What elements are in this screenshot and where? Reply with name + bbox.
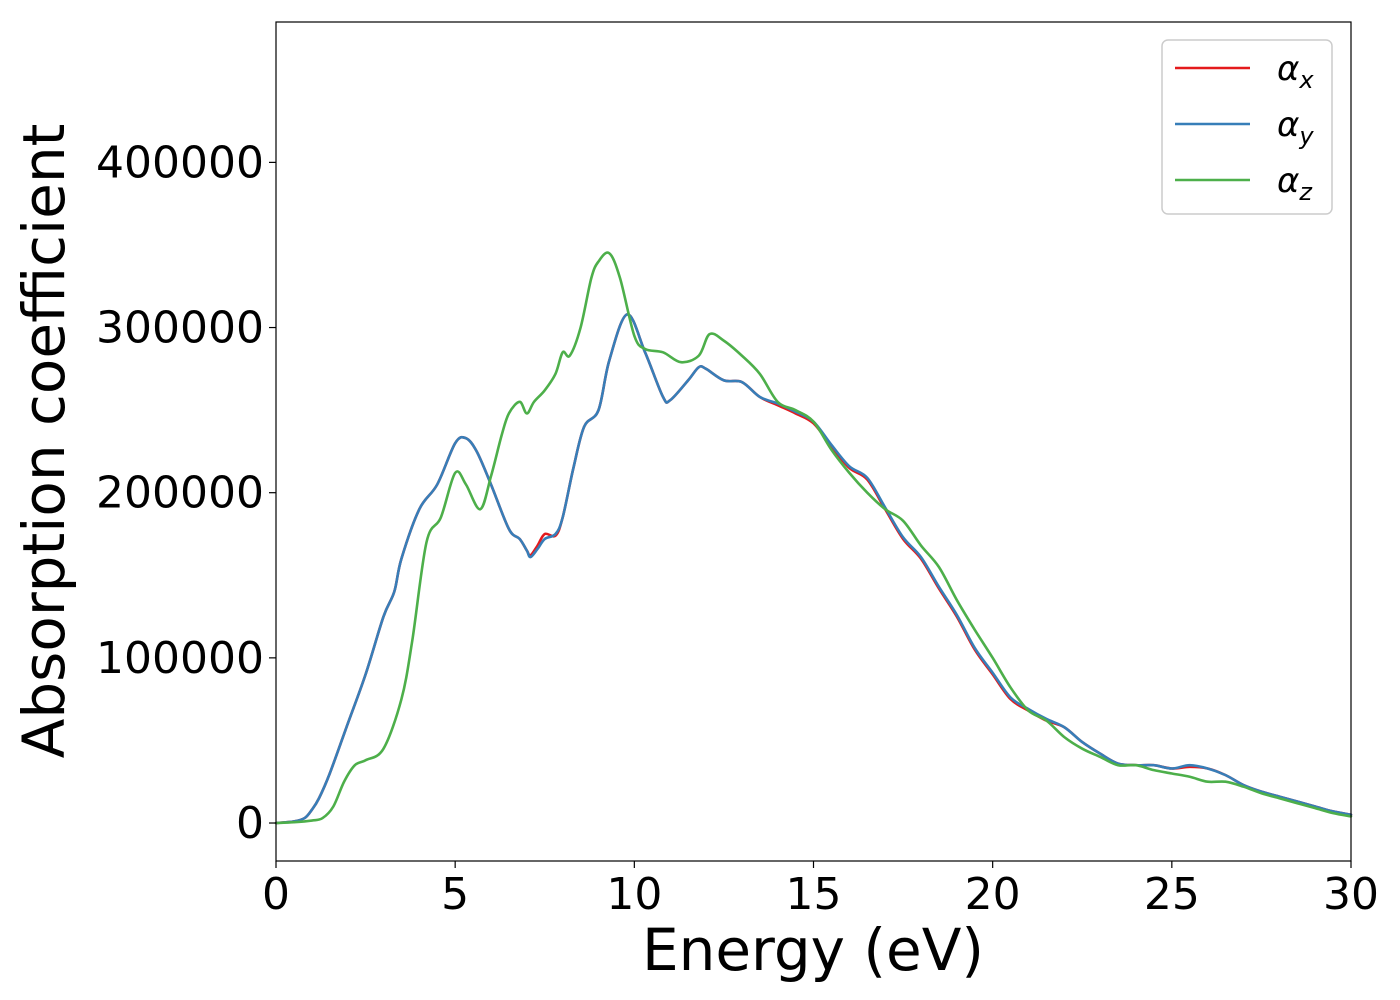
legend-label-y: αy	[1277, 105, 1314, 150]
y-tick-label: 100000	[96, 633, 264, 684]
x-tick-label: 25	[1144, 869, 1200, 920]
series-layer	[274, 251, 1353, 825]
y-tick-label: 0	[236, 798, 264, 849]
legend-label-z: αz	[1277, 161, 1313, 206]
y-axis: 0 100000 200000 300000 400000	[96, 137, 276, 849]
legend-label-x: αx	[1277, 49, 1314, 94]
x-tick-label: 10	[606, 869, 662, 920]
x-axis-label: Energy (eV)	[642, 916, 984, 984]
x-tick-label: 5	[441, 869, 469, 920]
y-tick-label: 400000	[96, 137, 264, 188]
y-tick-label: 200000	[96, 468, 264, 519]
series-line-z	[274, 251, 1353, 825]
y-axis-label: Absorption coefficient	[10, 124, 78, 759]
y-tick-label: 300000	[96, 303, 264, 354]
x-axis: 0 5 10 15 20 25 30	[262, 861, 1379, 920]
x-tick-label: 20	[965, 869, 1021, 920]
legend-box	[1161, 39, 1333, 215]
x-tick-label: 30	[1323, 869, 1379, 920]
x-tick-label: 0	[262, 869, 290, 920]
legend: αx αy αz	[1161, 39, 1333, 215]
x-tick-label: 15	[786, 869, 842, 920]
